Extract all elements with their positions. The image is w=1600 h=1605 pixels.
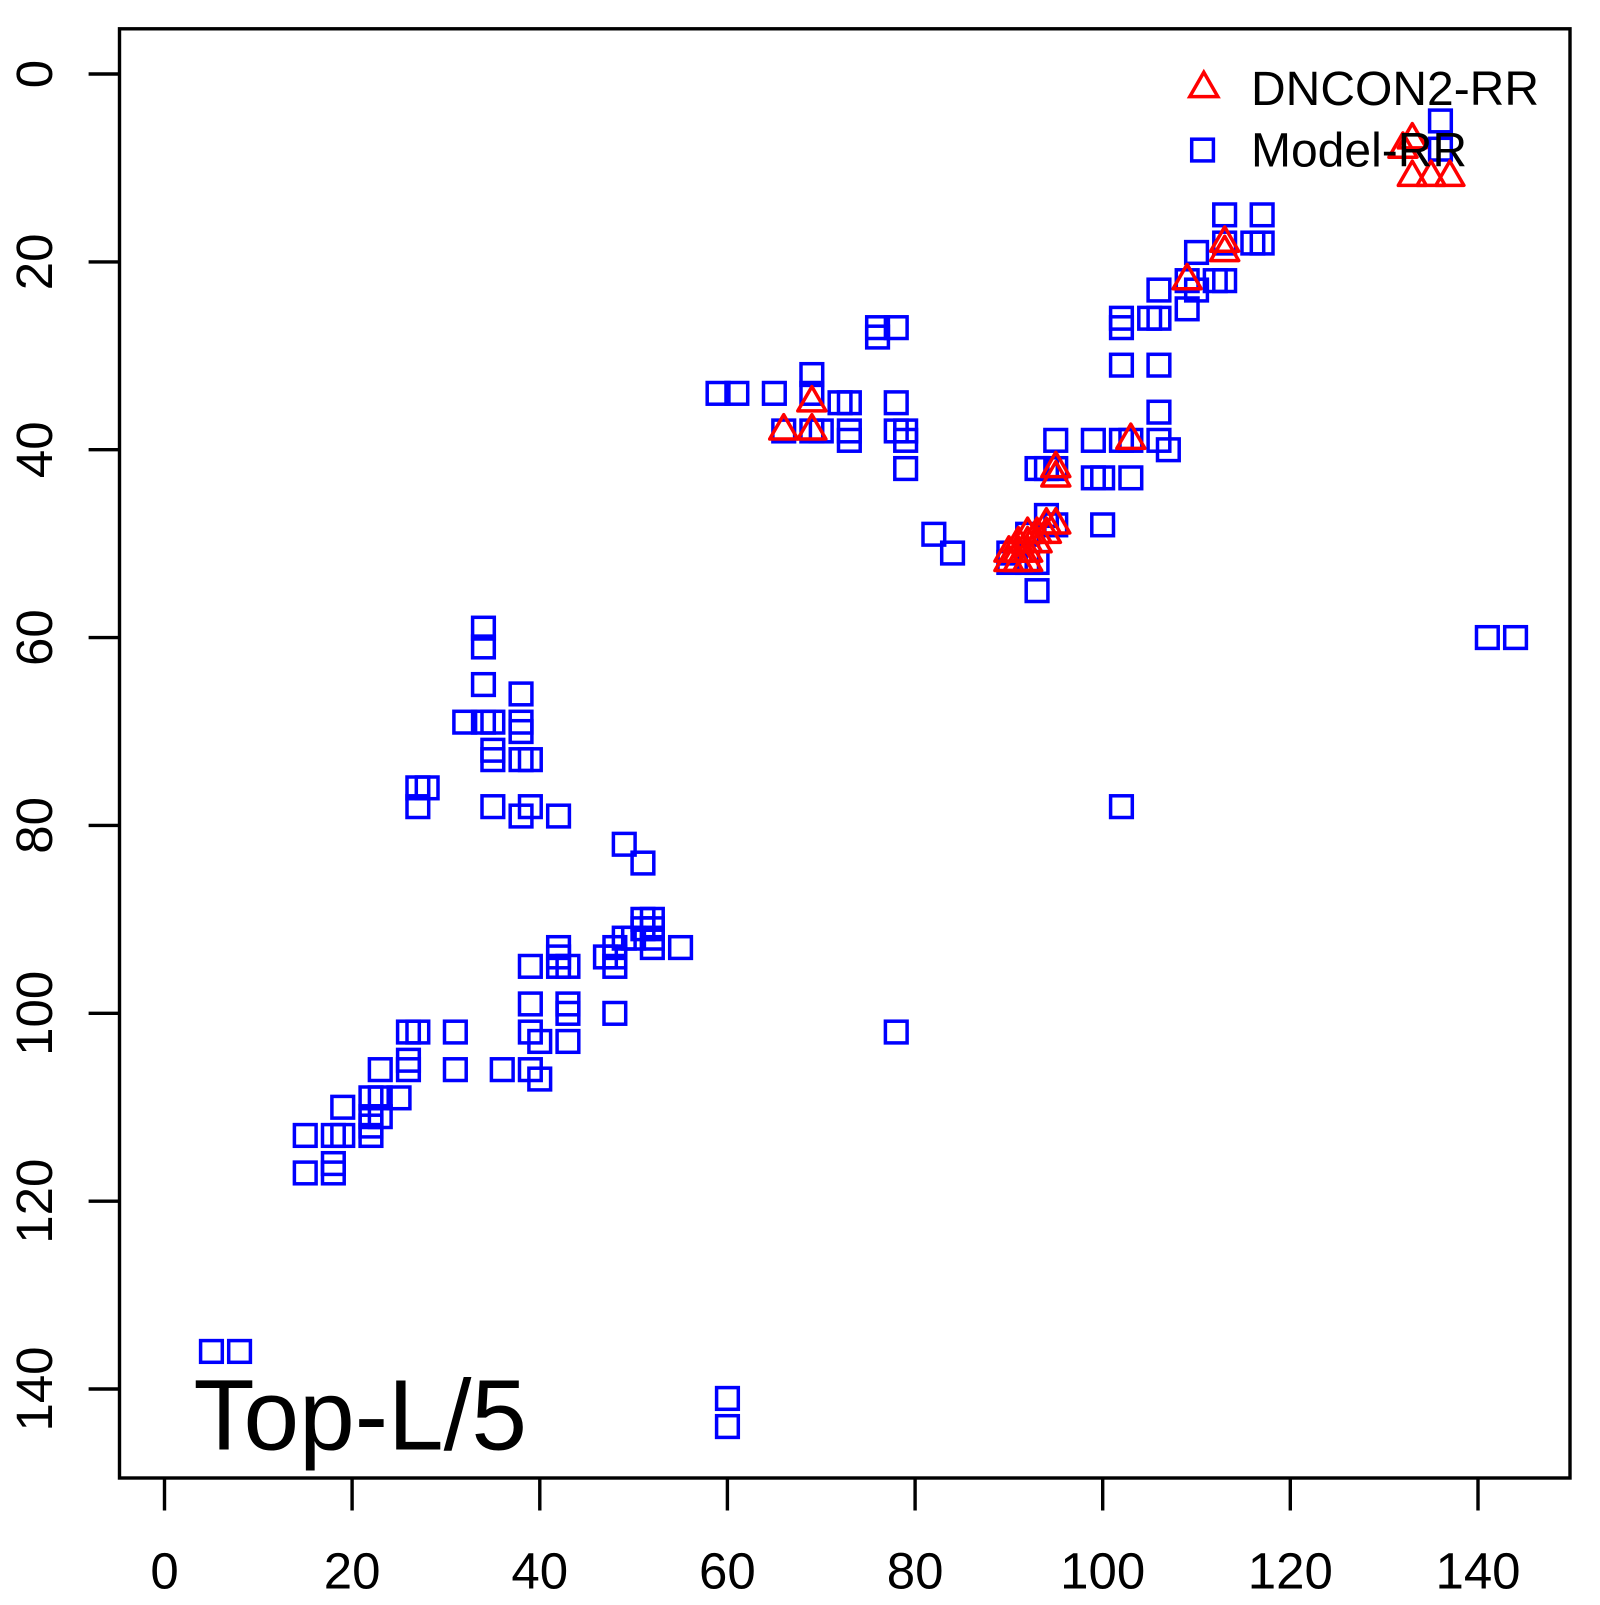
svg-text:20: 20 xyxy=(6,234,63,291)
svg-text:80: 80 xyxy=(6,797,63,854)
svg-text:100: 100 xyxy=(6,971,63,1056)
svg-text:60: 60 xyxy=(6,609,63,666)
svg-text:80: 80 xyxy=(887,1543,944,1600)
svg-text:40: 40 xyxy=(511,1543,568,1600)
svg-text:60: 60 xyxy=(699,1543,756,1600)
svg-text:100: 100 xyxy=(1060,1543,1145,1600)
svg-text:140: 140 xyxy=(1435,1543,1520,1600)
svg-text:Top-L/5: Top-L/5 xyxy=(194,1360,528,1472)
svg-text:120: 120 xyxy=(6,1159,63,1244)
svg-text:0: 0 xyxy=(6,60,63,88)
svg-text:40: 40 xyxy=(6,421,63,478)
svg-text:Model-RR: Model-RR xyxy=(1251,125,1467,178)
svg-text:140: 140 xyxy=(6,1346,63,1431)
svg-text:120: 120 xyxy=(1248,1543,1333,1600)
svg-text:20: 20 xyxy=(324,1543,381,1600)
svg-text:0: 0 xyxy=(150,1543,178,1600)
svg-text:DNCON2-RR: DNCON2-RR xyxy=(1251,63,1539,116)
